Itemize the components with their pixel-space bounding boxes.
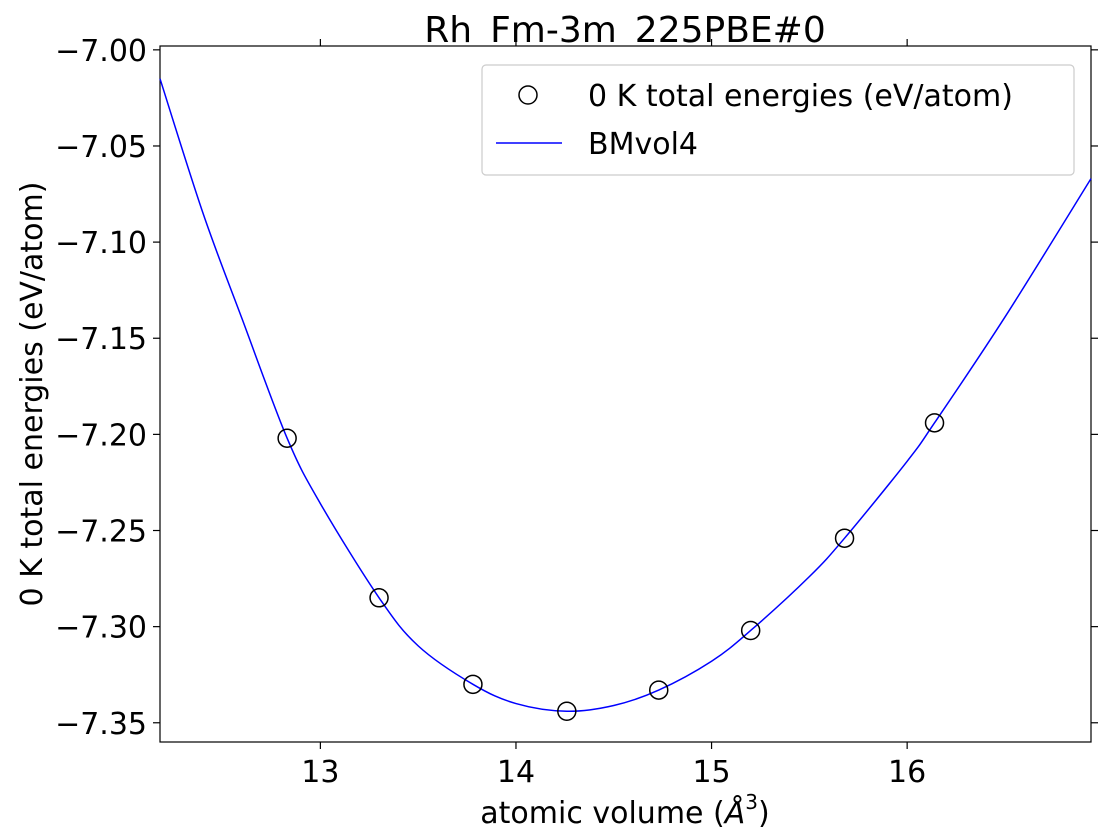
x-tick-label: 16 xyxy=(888,755,926,790)
x-tick-label: 14 xyxy=(497,755,535,790)
y-axis-ticks: −7.35 −7.30 −7.25 −7.20 −7.15 −7.10 −7.05 −7.00 xyxy=(55,34,1098,742)
data-point xyxy=(557,701,577,721)
x-tick-label: 15 xyxy=(692,755,730,790)
y-axis-title: 0 K total energies (eV/atom) xyxy=(15,182,50,607)
x-axis-unit: Å xyxy=(723,795,746,831)
data-point xyxy=(463,674,483,695)
data-point xyxy=(277,428,297,448)
x-axis-title-text: atomic volume ( xyxy=(480,796,724,831)
legend-marker-scatter xyxy=(518,85,538,105)
y-tick-label: −7.15 xyxy=(55,322,147,357)
y-tick-label: −7.30 xyxy=(55,611,147,646)
data-point xyxy=(740,620,761,641)
x-axis-unit-exponent: 3 xyxy=(745,790,758,814)
x-axis-title-close: ) xyxy=(758,796,770,831)
legend-label-line: BMvol4 xyxy=(588,127,698,162)
data-point xyxy=(369,588,389,608)
fit-curve-line xyxy=(159,78,1092,712)
y-tick-label: −7.35 xyxy=(55,707,147,742)
chart-title: Rh_Fm-3m_225PBE#0 xyxy=(424,10,826,51)
legend-label-scatter: 0 K total energies (eV/atom) xyxy=(588,79,1013,114)
x-tick-label: 13 xyxy=(301,755,339,790)
y-tick-label: −7.25 xyxy=(55,515,147,550)
y-tick-label: −7.05 xyxy=(55,130,147,165)
data-point xyxy=(649,680,669,700)
y-tick-label: −7.20 xyxy=(55,418,147,453)
y-tick-label: −7.10 xyxy=(55,226,147,261)
y-tick-label: −7.00 xyxy=(55,34,147,69)
x-axis-title: atomic volume (Å3) xyxy=(480,790,769,831)
data-point xyxy=(834,528,855,548)
legend-box xyxy=(481,64,1075,176)
fit-curve-group xyxy=(159,78,1092,712)
legend: 0 K total energies (eV/atom) BMvol4 xyxy=(481,64,1075,176)
x-axis-ticks: 13 14 15 16 xyxy=(301,39,926,790)
data-points-group xyxy=(277,413,945,721)
data-point xyxy=(924,413,945,433)
